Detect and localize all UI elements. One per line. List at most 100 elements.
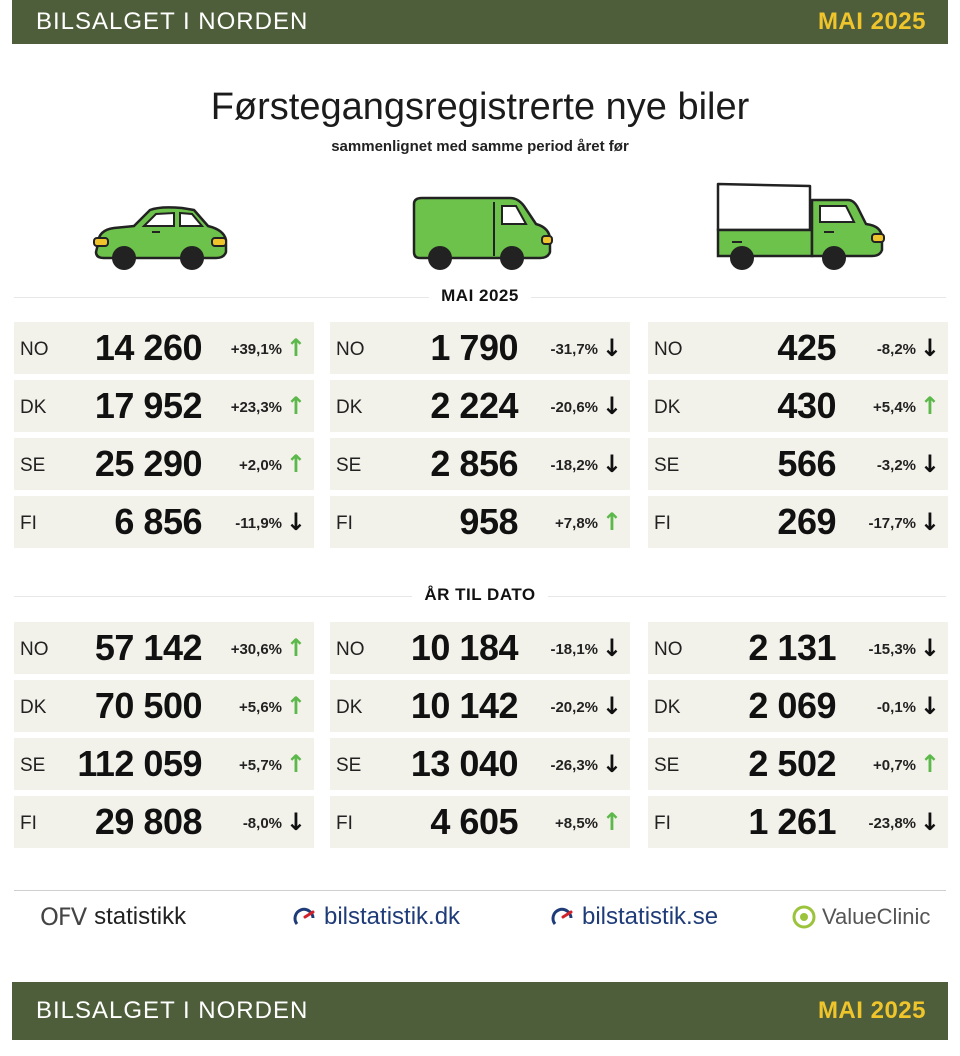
country-code: FI <box>654 813 671 834</box>
registration-count: 2 502 <box>748 743 836 784</box>
banner-title: BILSALGET I NORDEN <box>36 997 309 1024</box>
monthly-section-title: MAI 2025 <box>0 286 960 306</box>
arrow-up-icon: ↑ <box>285 334 306 362</box>
percent-change: -23,8% <box>868 815 916 832</box>
percent-change: +5,6% <box>239 699 282 716</box>
registration-count: 958 <box>459 501 518 542</box>
stat-cell: NO 425 -8,2% ↓ <box>648 322 948 374</box>
stat-cell: SE 13 040 -26,3% ↓ <box>330 738 630 790</box>
percent-change: -8,0% <box>242 815 282 832</box>
registration-count: 425 <box>777 327 836 368</box>
van-column: NO 10 184 -18,1% ↓ DK 10 142 -20,2% ↓ SE 13 040 -2… <box>330 622 630 854</box>
country-code: FI <box>20 813 37 834</box>
percent-change: -15,3% <box>868 641 916 658</box>
arrow-down-icon: ↓ <box>601 750 622 778</box>
bilstatistik-se-text: bilstatistik.se <box>582 903 719 930</box>
stat-cell: DK 2 224 -20,6% ↓ <box>330 380 630 432</box>
bilstatistik-dk-text: bilstatistik.dk <box>324 903 461 930</box>
percent-change: +39,1% <box>230 341 282 358</box>
top-banner: BILSALGET I NORDEN MAI 2025 <box>12 0 948 44</box>
country-code: DK <box>336 697 363 718</box>
arrow-up-icon: ↑ <box>601 808 622 836</box>
bilstatistik-gauge-icon <box>551 907 573 925</box>
arrow-down-icon: ↓ <box>919 692 940 720</box>
stat-cell: DK 17 952 +23,3% ↑ <box>14 380 314 432</box>
ofv-mark-icon: OFV <box>40 903 87 931</box>
truck-icon <box>712 180 888 274</box>
stat-cell: DK 430 +5,4% ↑ <box>648 380 948 432</box>
percent-change: -26,3% <box>550 757 598 774</box>
registration-count: 2 856 <box>430 443 518 484</box>
country-code: SE <box>654 755 680 776</box>
bilstatistik-se-logo: bilstatistik.se <box>550 900 718 934</box>
registration-count: 112 059 <box>77 743 202 784</box>
country-code: NO <box>336 339 365 360</box>
percent-change: -18,1% <box>550 641 598 658</box>
arrow-up-icon: ↑ <box>285 392 306 420</box>
arrow-down-icon: ↓ <box>601 634 622 662</box>
stat-cell: FI 6 856 -11,9% ↓ <box>14 496 314 548</box>
arrow-down-icon: ↓ <box>919 808 940 836</box>
registration-count: 70 500 <box>94 685 203 726</box>
car-column: NO 14 260 +39,1% ↑ DK 17 952 +23,3% ↑ SE 25 290 +2… <box>14 322 314 554</box>
stat-cell: FI 958 +7,8% ↑ <box>330 496 630 548</box>
country-code: FI <box>20 513 37 534</box>
country-code: SE <box>336 755 362 776</box>
stat-cell: NO 2 131 -15,3% ↓ <box>648 622 948 674</box>
arrow-down-icon: ↓ <box>285 808 306 836</box>
bottom-banner: BILSALGET I NORDEN MAI 2025 <box>12 982 948 1040</box>
registration-count: 10 184 <box>410 627 519 668</box>
ofv-logo-text: statistikk <box>94 903 187 930</box>
banner-date: MAI 2025 <box>817 997 926 1024</box>
banner-title: BILSALGET I NORDEN <box>36 8 309 35</box>
arrow-up-icon: ↑ <box>285 450 306 478</box>
car-icon <box>90 200 230 272</box>
arrow-down-icon: ↓ <box>919 508 940 536</box>
percent-change: +0,7% <box>873 757 916 774</box>
valueclinic-text: ValueClinic <box>822 904 931 929</box>
stat-cell: NO 57 142 +30,6% ↑ <box>14 622 314 674</box>
arrow-down-icon: ↓ <box>601 334 622 362</box>
arrow-down-icon: ↓ <box>919 634 940 662</box>
bilstatistik-gauge-icon <box>293 907 315 925</box>
truck-column: NO 425 -8,2% ↓ DK 430 +5,4% ↑ SE 566 -3,2% ↓ FI 269 -1… <box>648 322 948 554</box>
percent-change: -31,7% <box>550 341 598 358</box>
country-code: DK <box>654 397 681 418</box>
country-code: SE <box>336 455 362 476</box>
country-code: DK <box>20 397 47 418</box>
country-code: DK <box>20 697 47 718</box>
country-code: NO <box>336 639 365 660</box>
arrow-down-icon: ↓ <box>601 392 622 420</box>
country-code: NO <box>20 639 49 660</box>
truck-column: NO 2 131 -15,3% ↓ DK 2 069 -0,1% ↓ SE 2 502 +0,7% ↑… <box>648 622 948 854</box>
registration-count: 29 808 <box>94 801 203 842</box>
stat-cell: FI 1 261 -23,8% ↓ <box>648 796 948 848</box>
stat-cell: DK 70 500 +5,6% ↑ <box>14 680 314 732</box>
registration-count: 17 952 <box>94 385 203 426</box>
country-code: NO <box>20 339 49 360</box>
percent-change: +8,5% <box>555 815 598 832</box>
country-code: FI <box>336 813 353 834</box>
valueclinic-icon <box>792 905 816 929</box>
stat-cell: SE 566 -3,2% ↓ <box>648 438 948 490</box>
registration-count: 2 224 <box>430 385 518 426</box>
registration-count: 2 069 <box>748 685 836 726</box>
country-code: FI <box>654 513 671 534</box>
stat-cell: SE 2 856 -18,2% ↓ <box>330 438 630 490</box>
stat-cell: SE 112 059 +5,7% ↑ <box>14 738 314 790</box>
stat-cell: DK 10 142 -20,2% ↓ <box>330 680 630 732</box>
arrow-down-icon: ↓ <box>285 508 306 536</box>
percent-change: -17,7% <box>868 515 916 532</box>
page-subtitle: sammenlignet med samme period året før <box>331 138 629 155</box>
registration-count: 57 142 <box>94 627 203 668</box>
country-code: NO <box>654 639 683 660</box>
arrow-down-icon: ↓ <box>919 334 940 362</box>
stat-cell: NO 10 184 -18,1% ↓ <box>330 622 630 674</box>
stat-cell: FI 4 605 +8,5% ↑ <box>330 796 630 848</box>
van-column: NO 1 790 -31,7% ↓ DK 2 224 -20,6% ↓ SE 2 856 -18,2… <box>330 322 630 554</box>
registration-count: 566 <box>777 443 836 484</box>
country-code: SE <box>20 455 46 476</box>
stat-cell: SE 2 502 +0,7% ↑ <box>648 738 948 790</box>
bilstatistik-dk-logo: bilstatistik.dk <box>292 900 460 934</box>
country-code: SE <box>654 455 680 476</box>
